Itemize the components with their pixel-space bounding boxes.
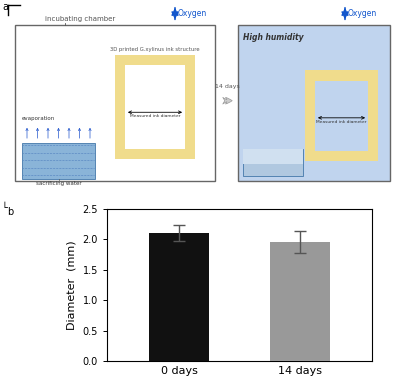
Text: Oxygen: Oxygen [178, 9, 207, 17]
Y-axis label: Diameter  (mm): Diameter (mm) [67, 240, 77, 330]
Bar [270, 242, 330, 361]
Text: Oxygen: Oxygen [348, 9, 377, 17]
Text: Measured ink diameter: Measured ink diameter [316, 120, 367, 124]
Bar [315, 81, 368, 151]
Bar [125, 65, 185, 149]
Text: evaporation: evaporation [22, 116, 55, 121]
Text: Measured ink diameter: Measured ink diameter [130, 114, 180, 118]
Text: 14 days: 14 days [215, 84, 240, 89]
Bar [305, 71, 378, 161]
Text: a: a [2, 2, 8, 12]
Text: 3D printed G.xylinus ink structure: 3D printed G.xylinus ink structure [110, 48, 200, 52]
Text: └: └ [2, 203, 8, 213]
Bar [243, 149, 303, 164]
Text: incubating chamber: incubating chamber [45, 16, 115, 22]
Bar [238, 25, 390, 181]
Bar [149, 233, 209, 361]
Text: sacrificing water: sacrificing water [36, 181, 81, 186]
Bar [15, 25, 215, 181]
Text: b: b [7, 207, 13, 217]
Bar [115, 55, 195, 159]
Text: High humidity: High humidity [243, 33, 304, 42]
Bar [243, 149, 303, 176]
Bar [22, 143, 95, 179]
